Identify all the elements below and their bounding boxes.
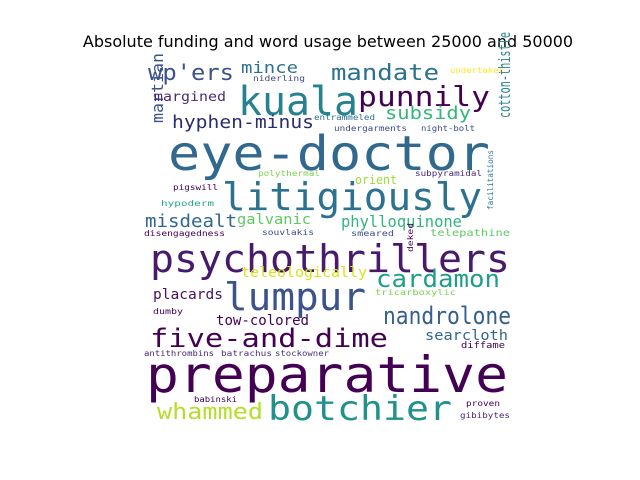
word-teleologically: teleologically xyxy=(241,265,367,281)
word-mince: mince xyxy=(241,58,298,77)
word-antithrombins: antithrombins xyxy=(144,349,214,358)
word-eye-doctor: eye-doctor xyxy=(168,126,490,182)
word-nandrolone: nandrolone xyxy=(383,302,511,330)
word-polythermal: polythermal xyxy=(258,169,320,178)
word-kuala: kuala xyxy=(238,79,358,125)
word-deked: deked xyxy=(406,223,415,252)
word-undergarments: undergarments xyxy=(334,124,407,133)
word-cotton-thistle: cotton-thistle xyxy=(495,32,514,118)
word-margined: margined xyxy=(154,90,226,105)
word-cardamon: cardamon xyxy=(376,265,500,293)
word-galvanic: galvanic xyxy=(237,212,311,228)
word-entrammeled: entrammeled xyxy=(314,113,375,122)
word-gibibytes: gibibytes xyxy=(460,411,510,420)
word-hyphen-minus: hyphen-minus xyxy=(172,112,314,133)
word-tow-colored: tow-colored xyxy=(216,313,309,329)
word-placards: placards xyxy=(153,287,223,303)
word-martian: martian xyxy=(148,53,167,123)
word-pigswill: pigswill xyxy=(173,183,218,192)
word-lumpur: lumpur xyxy=(224,275,366,319)
word-niderling: niderling xyxy=(253,74,305,83)
word-batrachus: batrachus xyxy=(221,349,272,358)
word-subpyramidal: subpyramidal xyxy=(415,169,482,178)
word-phylloquinone: phylloquinone xyxy=(341,212,462,231)
word-misdealt: misdealt xyxy=(145,211,237,232)
word-facilitations: facilitations xyxy=(486,150,495,210)
word-subsidy: subsidy xyxy=(385,103,471,124)
word-mandate: mandate xyxy=(331,61,439,86)
cloud-canvas xyxy=(144,60,516,432)
word-five-and-dime: five-and-dime xyxy=(150,324,388,354)
word-babinski: babinski xyxy=(194,395,237,404)
word-hypoderm: hypoderm xyxy=(161,199,214,208)
word-orient: orient xyxy=(355,173,397,187)
word-undertaker: undertaker xyxy=(450,66,504,75)
word-telepathine: telepathine xyxy=(430,228,510,239)
word-wp-ers: wp'ers xyxy=(148,61,234,86)
word-disengagedness: disengagedness xyxy=(144,229,225,238)
word-punnily: punnily xyxy=(358,80,490,113)
word-litigiously: litigiously xyxy=(222,175,482,219)
word-whammed: whammed xyxy=(157,400,263,425)
word-tricarboxylic: tricarboxylic xyxy=(375,288,456,297)
word-dumby: dumby xyxy=(153,307,183,316)
chart-title: Absolute funding and word usage between … xyxy=(82,32,574,51)
word-diffame: diffame xyxy=(461,341,505,351)
word-psychothrillers: psychothrillers xyxy=(150,237,510,281)
word-stockowner: stockowner xyxy=(275,349,329,358)
word-preparative: preparative xyxy=(146,346,508,404)
word-proven: proven xyxy=(466,399,500,408)
word-botchier: botchier xyxy=(268,389,452,429)
word-searcloth: searcloth xyxy=(425,328,508,344)
word-souvlakis: souvlakis xyxy=(262,228,314,237)
word-smeared: smeared xyxy=(351,229,394,238)
word-night-bolt: night-bolt xyxy=(421,124,475,133)
